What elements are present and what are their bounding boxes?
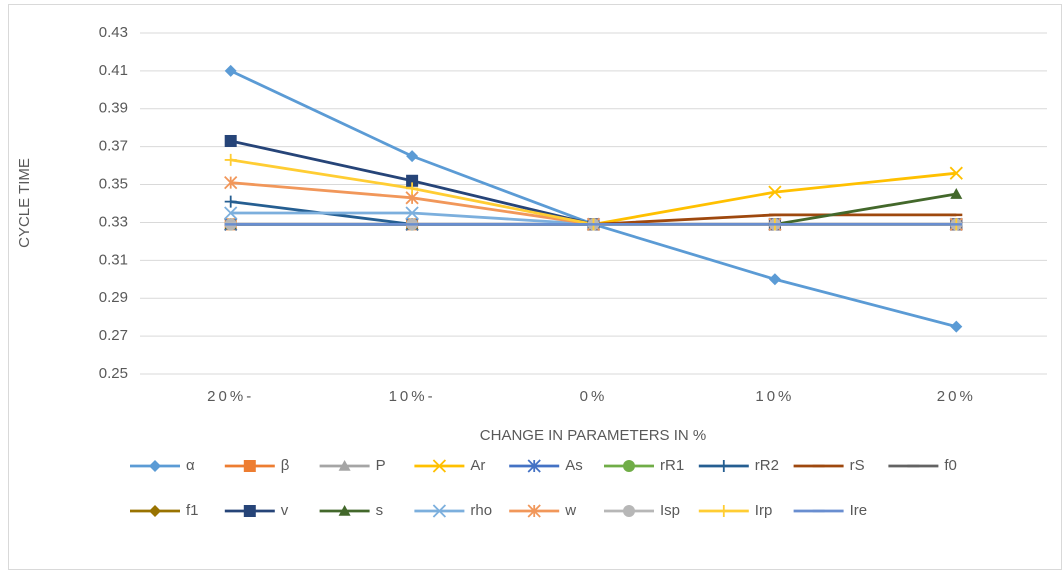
legend-label: rS	[850, 457, 865, 474]
legend-label: s	[376, 502, 384, 519]
legend-marker	[338, 505, 351, 516]
y-tick-label: 0.41	[99, 62, 128, 79]
legend-marker	[149, 505, 161, 517]
x-tick-label: 0%	[580, 388, 608, 405]
legend-label: f1	[186, 502, 199, 519]
legend-label: v	[281, 502, 289, 519]
legend-marker	[432, 504, 447, 518]
legend-label: Isp	[660, 502, 680, 519]
legend-marker	[527, 459, 541, 473]
x-tick-label: 20%	[937, 388, 976, 405]
data-point	[406, 182, 419, 195]
legend-marker	[623, 460, 635, 472]
y-tick-label: 0.31	[99, 251, 128, 268]
data-point	[768, 273, 781, 286]
y-tick-label: 0.33	[99, 213, 128, 230]
legend-marker	[149, 460, 161, 472]
data-point	[406, 150, 419, 163]
data-point	[406, 174, 419, 187]
legend-marker	[243, 460, 256, 472]
data-point	[224, 176, 238, 190]
legend-label: P	[376, 457, 386, 474]
x-axis-title: CHANGE IN PARAMETERS IN %	[480, 427, 706, 444]
legend-label: β	[281, 457, 290, 474]
legend-marker	[338, 460, 351, 471]
y-tick-label: 0.27	[99, 327, 128, 344]
x-tick-label: 20%-	[207, 388, 254, 405]
data-point	[224, 134, 237, 147]
data-point	[950, 188, 963, 199]
data-point	[224, 153, 237, 166]
legend-label: Irp	[755, 502, 773, 519]
data-point	[224, 195, 237, 208]
y-tick-label: 0.39	[99, 100, 128, 117]
data-point	[224, 206, 238, 220]
data-point	[949, 166, 963, 180]
y-tick-label: 0.29	[99, 289, 128, 306]
legend-label: As	[565, 457, 583, 474]
legend-label: w	[564, 502, 576, 519]
legend-marker	[717, 505, 730, 517]
legend-label: rR1	[660, 457, 684, 474]
legend-label: f0	[944, 457, 957, 474]
legend-marker	[243, 505, 256, 517]
legend-label: rR2	[755, 457, 779, 474]
data-point	[768, 185, 782, 199]
y-tick-label: 0.43	[99, 24, 128, 41]
y-tick-label: 0.35	[99, 176, 128, 193]
data-point	[405, 206, 419, 220]
y-tick-label: 0.25	[99, 365, 128, 382]
legend-label: Ar	[470, 457, 485, 474]
legend-label: rho	[470, 502, 492, 519]
legend-marker	[432, 459, 447, 473]
y-axis-title: CYCLE TIME	[16, 158, 33, 248]
data-point	[224, 64, 237, 77]
y-tick-label: 0.37	[99, 138, 128, 155]
x-tick-label: 10%-	[389, 388, 436, 405]
legend-marker	[717, 460, 730, 472]
legend-marker	[623, 505, 635, 517]
legend-marker	[527, 504, 541, 518]
x-tick-label: 10%	[755, 388, 794, 405]
chart-border	[8, 4, 1062, 570]
legend-label: Ire	[850, 502, 868, 519]
data-point	[950, 320, 963, 333]
legend-label: α	[186, 457, 195, 474]
